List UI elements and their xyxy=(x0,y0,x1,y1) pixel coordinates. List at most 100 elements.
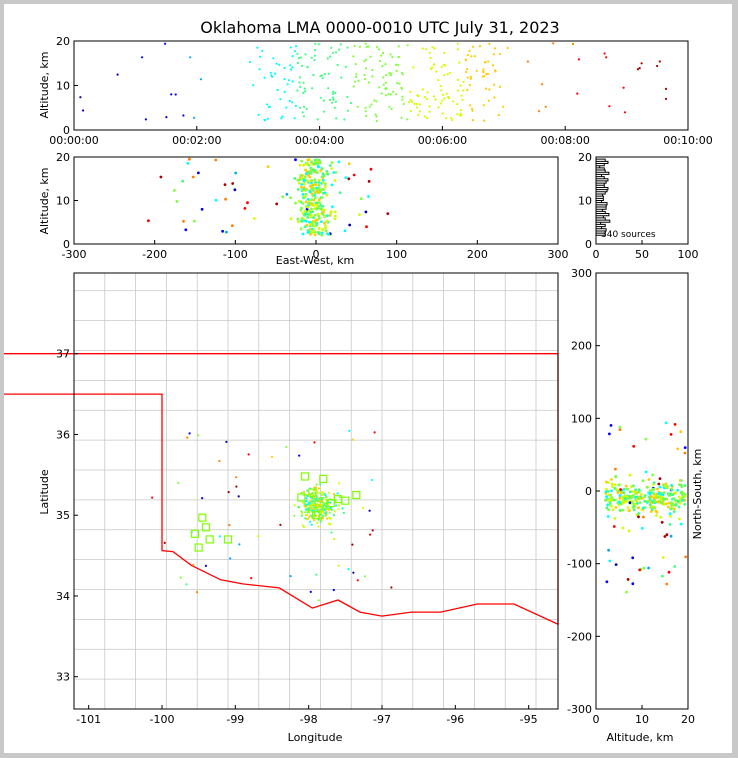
source-point xyxy=(326,57,329,60)
source-point xyxy=(296,178,300,182)
p4-xtick-label: -98 xyxy=(300,713,318,726)
source-point xyxy=(313,441,316,444)
source-point xyxy=(297,181,301,185)
source-point xyxy=(192,564,195,567)
source-point xyxy=(613,517,617,520)
source-point xyxy=(400,87,403,90)
source-point xyxy=(329,517,332,520)
source-point xyxy=(628,490,632,494)
source-point xyxy=(311,194,315,198)
source-point xyxy=(358,45,361,49)
source-point xyxy=(421,47,424,50)
source-point xyxy=(348,429,351,432)
source-point xyxy=(445,92,448,95)
source-point xyxy=(397,45,400,48)
source-point xyxy=(266,165,270,169)
source-point xyxy=(274,72,277,75)
source-point xyxy=(371,478,374,482)
p5-ytick-label: 200 xyxy=(571,340,592,353)
source-point xyxy=(302,526,306,529)
source-point xyxy=(426,98,429,101)
source-point xyxy=(606,490,610,493)
source-point xyxy=(116,73,119,76)
source-point xyxy=(665,582,669,586)
source-point xyxy=(293,504,296,507)
source-point xyxy=(299,56,302,59)
source-point xyxy=(652,487,656,491)
source-point xyxy=(634,488,637,492)
source-point xyxy=(681,499,685,502)
source-point xyxy=(364,42,367,45)
histogram-annotation: 340 sources xyxy=(601,230,656,240)
source-point xyxy=(313,54,316,57)
source-point xyxy=(289,46,292,49)
source-point xyxy=(289,575,292,578)
source-point xyxy=(499,52,502,56)
source-point xyxy=(228,524,231,527)
source-point xyxy=(279,523,282,527)
source-point xyxy=(607,508,611,512)
source-point xyxy=(298,163,302,167)
source-point xyxy=(331,205,334,209)
source-point xyxy=(676,488,680,492)
source-point xyxy=(324,224,327,228)
source-point xyxy=(293,117,296,120)
source-point xyxy=(435,70,438,73)
source-point xyxy=(638,568,642,572)
source-point xyxy=(334,171,338,174)
state-border xyxy=(4,353,559,626)
source-point xyxy=(309,590,312,594)
source-point xyxy=(272,57,275,60)
source-point xyxy=(622,491,626,495)
source-point xyxy=(390,586,393,589)
source-point xyxy=(665,533,669,537)
source-point xyxy=(621,508,625,512)
source-point xyxy=(451,118,454,122)
source-point xyxy=(630,499,634,503)
source-point xyxy=(313,233,317,237)
source-point xyxy=(571,42,575,46)
source-point xyxy=(391,56,394,59)
source-point xyxy=(378,86,381,89)
station-marker xyxy=(223,535,233,544)
p3-xtick-label: 50 xyxy=(635,248,649,261)
source-point xyxy=(199,78,202,81)
source-point xyxy=(668,512,672,516)
source-point xyxy=(324,229,328,233)
source-point xyxy=(288,99,291,103)
source-point xyxy=(461,98,464,101)
source-point xyxy=(333,210,337,214)
source-point xyxy=(261,49,264,53)
source-point xyxy=(647,566,650,570)
source-point xyxy=(321,491,324,494)
source-point xyxy=(308,502,311,505)
source-point xyxy=(329,55,332,58)
p3-ytick-label: 10 xyxy=(578,195,592,208)
source-point xyxy=(485,72,488,76)
source-point xyxy=(170,93,173,96)
source-point xyxy=(497,113,500,117)
source-point xyxy=(347,109,350,112)
source-point xyxy=(439,85,442,88)
source-point xyxy=(327,502,330,505)
source-point xyxy=(487,99,490,102)
p2-xtick-label: 100 xyxy=(386,248,407,261)
source-point xyxy=(618,496,622,500)
source-point xyxy=(664,485,668,488)
source-point xyxy=(323,185,327,189)
source-point xyxy=(270,455,274,458)
source-point xyxy=(394,93,398,96)
source-point xyxy=(159,175,163,179)
source-point xyxy=(298,81,301,84)
source-point xyxy=(358,213,361,217)
station-marker xyxy=(201,523,211,532)
source-point xyxy=(610,482,614,486)
source-point xyxy=(470,55,473,58)
source-point xyxy=(473,55,476,58)
station-marker xyxy=(319,474,328,483)
source-point xyxy=(401,98,404,101)
source-point xyxy=(326,214,329,218)
source-point xyxy=(310,230,314,234)
source-point xyxy=(333,510,336,513)
source-point xyxy=(188,432,191,435)
